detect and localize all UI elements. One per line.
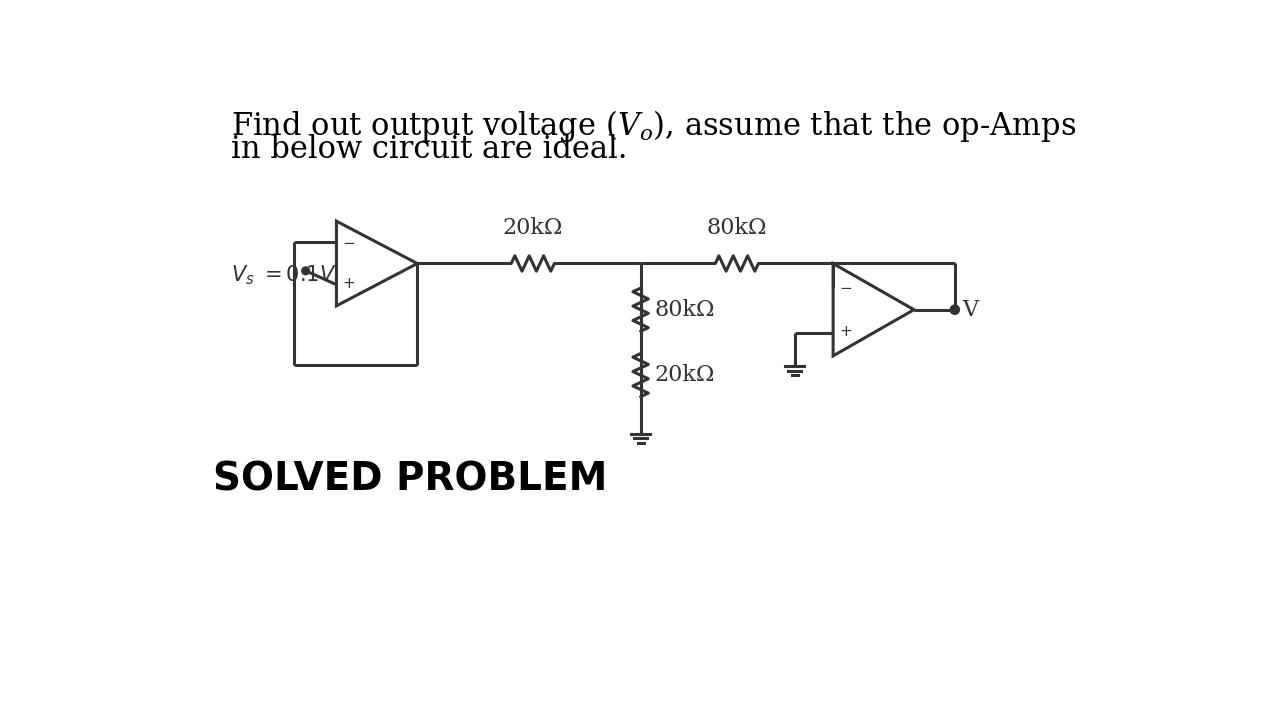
Text: 80kΩ: 80kΩ <box>654 299 716 320</box>
Text: +: + <box>840 324 852 338</box>
Text: +: + <box>343 276 356 291</box>
Text: in below circuit are ideal.: in below circuit are ideal. <box>230 134 627 165</box>
Text: V: V <box>963 299 979 320</box>
Text: Find out output voltage ($V_o$), assume that the op-Amps: Find out output voltage ($V_o$), assume … <box>230 109 1076 145</box>
Circle shape <box>950 305 960 315</box>
Text: 80kΩ: 80kΩ <box>707 217 767 239</box>
Text: SOLVED PROBLEM: SOLVED PROBLEM <box>214 460 608 498</box>
Circle shape <box>302 267 310 274</box>
Text: −: − <box>343 236 356 251</box>
Text: 20kΩ: 20kΩ <box>503 217 563 239</box>
Text: $V_s\ =0.1V$: $V_s\ =0.1V$ <box>230 264 337 287</box>
Text: 20kΩ: 20kΩ <box>654 364 714 386</box>
Text: −: − <box>840 281 852 296</box>
